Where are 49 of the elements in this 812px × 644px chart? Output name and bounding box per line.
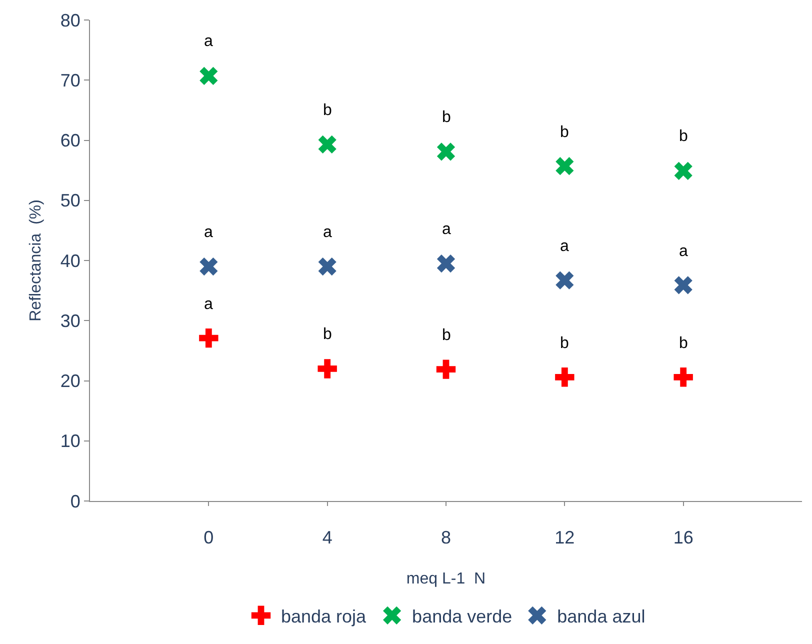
- y-tick-label: 0: [70, 491, 80, 512]
- annotation: b: [560, 124, 569, 141]
- point: [436, 360, 456, 379]
- point: [555, 368, 574, 387]
- y-tick-label: 60: [60, 130, 80, 151]
- x-tick-label: 12: [554, 528, 575, 548]
- y-tick-label: 50: [60, 190, 80, 211]
- point: [674, 276, 692, 294]
- y-tick-label: 20: [60, 371, 80, 392]
- annotation: a: [204, 296, 213, 313]
- annotation: a: [442, 221, 451, 238]
- annotation: b: [442, 109, 451, 126]
- annotation: b: [323, 326, 332, 343]
- y-tick-label: 10: [60, 431, 80, 452]
- point: [436, 254, 456, 273]
- x-tick-label: 8: [440, 528, 452, 548]
- annotation: b: [442, 327, 451, 344]
- annotation: b: [323, 102, 332, 119]
- annotation: a: [204, 33, 213, 50]
- y-tick-label: 70: [60, 70, 80, 90]
- legend-label: banda verde: [412, 606, 512, 626]
- point: [318, 257, 336, 276]
- point: [556, 271, 574, 290]
- annotation: a: [204, 224, 213, 241]
- annotation: a: [323, 224, 332, 241]
- legend-label: banda azul: [557, 606, 646, 626]
- annotation: b: [679, 335, 688, 352]
- y-tick-label: 80: [60, 10, 80, 30]
- point: [674, 162, 692, 180]
- y-tick-label: 40: [60, 250, 80, 271]
- point: [200, 66, 218, 85]
- x-tick-label: 4: [322, 528, 332, 548]
- point: [556, 157, 574, 176]
- point: [200, 257, 218, 276]
- point: [674, 368, 693, 387]
- point: [199, 328, 218, 348]
- point: [436, 142, 456, 161]
- x-tick-label: 16: [673, 528, 694, 548]
- x-axis-title: meq L-1 N: [406, 570, 486, 588]
- annotation: a: [560, 238, 569, 255]
- point: [318, 359, 337, 378]
- annotation: b: [679, 128, 688, 145]
- x-tick-label: 0: [204, 528, 214, 548]
- legend-label: banda roja: [281, 606, 368, 626]
- annotation: b: [560, 335, 569, 352]
- y-tick-label: 30: [60, 310, 80, 331]
- point: [318, 135, 336, 154]
- annotation: a: [679, 243, 688, 260]
- y-axis-title: Reflectancia (%): [27, 200, 44, 322]
